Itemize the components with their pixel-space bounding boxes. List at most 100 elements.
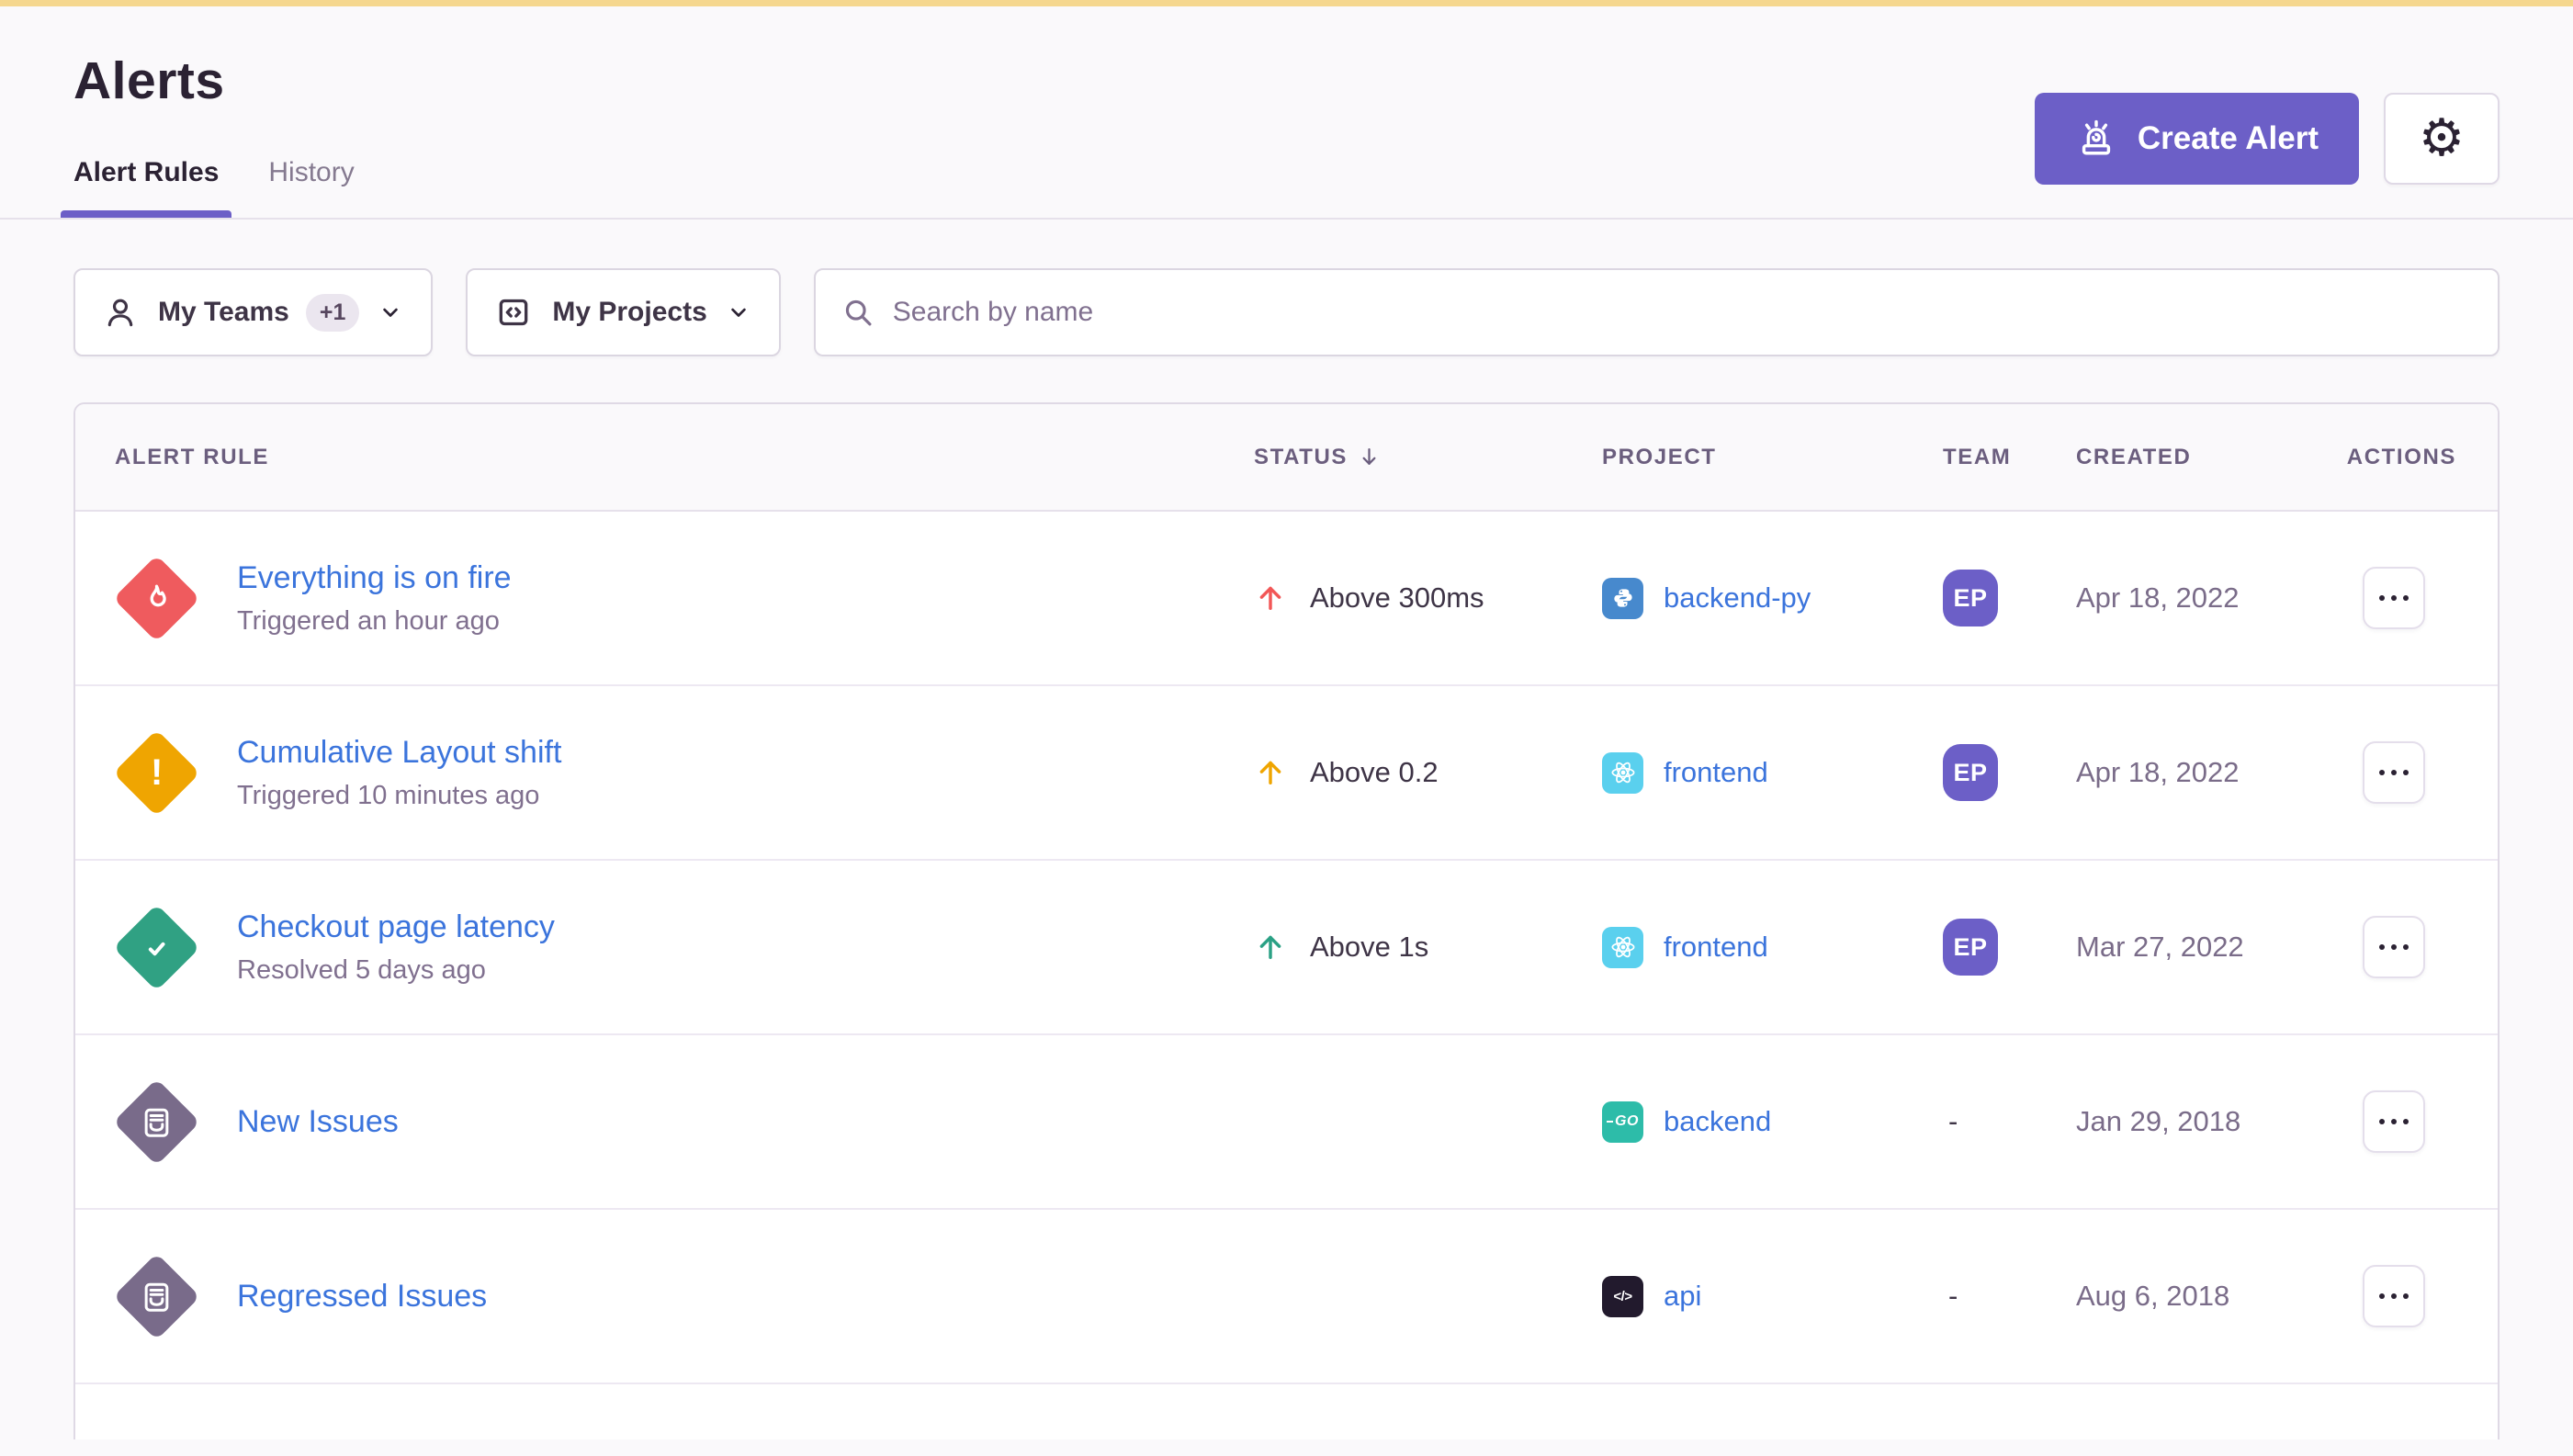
alert-rule-cell: Regressed Issues	[75, 1252, 1254, 1340]
actions-cell	[2340, 1090, 2498, 1153]
project-link[interactable]: frontend	[1664, 756, 1768, 788]
alert-rule-subtitle: Resolved 5 days ago	[237, 954, 486, 985]
react-icon	[1602, 751, 1643, 794]
top-accent-strip	[0, 0, 2573, 6]
created-cell: Jan 29, 2018	[2076, 1105, 2241, 1137]
row-actions-button[interactable]	[2363, 916, 2425, 978]
alert-rule-cell: Checkout page latency Resolved 5 days ag…	[75, 903, 1254, 991]
alert-rule-link[interactable]: Checkout page latency	[237, 909, 555, 944]
alerts-page: Alerts Create Alert ⚙ Alert Rules Histor…	[0, 51, 2573, 1439]
project-link[interactable]: backend	[1664, 1105, 1772, 1137]
team-avatar[interactable]: EP	[1943, 570, 1998, 626]
issues-alert-icon	[112, 1078, 200, 1166]
table-row: Checkout page latency Resolved 5 days ag…	[75, 861, 2498, 1035]
project-cell: backend-py	[1602, 577, 1943, 619]
react-icon	[1602, 926, 1643, 968]
my-projects-label: My Projects	[552, 297, 707, 327]
tab-history[interactable]: History	[268, 157, 354, 218]
resolved-alert-icon	[112, 903, 200, 991]
column-header-status[interactable]: STATUS	[1254, 445, 1602, 470]
column-header-created: CREATED	[2076, 444, 2192, 469]
table-row: ! Cumulative Layout shift Triggered 10 m…	[75, 686, 2498, 861]
tab-alert-rules[interactable]: Alert Rules	[61, 157, 232, 218]
settings-button[interactable]: ⚙	[2384, 93, 2500, 185]
actions-cell	[2340, 567, 2498, 629]
project-icon	[495, 294, 532, 331]
tab-alert-rules-label: Alert Rules	[73, 157, 220, 187]
code-icon: </>	[1602, 1275, 1643, 1317]
status-text: Above 0.2	[1310, 756, 1439, 788]
go-icon: GO	[1602, 1100, 1643, 1143]
project-link[interactable]: frontend	[1664, 931, 1768, 963]
row-actions-button[interactable]	[2363, 567, 2425, 629]
status-header-label: STATUS	[1254, 444, 1349, 469]
team-cell: EP	[1943, 919, 2076, 976]
team-cell: EP	[1943, 744, 2076, 801]
warning-alert-icon: !	[112, 728, 200, 817]
team-avatar[interactable]: EP	[1943, 744, 1998, 801]
user-icon	[103, 295, 138, 330]
teams-count-badge: +1	[305, 293, 360, 332]
alert-rule-cell: Everything is on fire Triggered an hour …	[75, 554, 1254, 642]
issues-icon	[144, 1107, 168, 1136]
team-none: -	[1948, 1280, 1958, 1312]
tab-bar: Alert Rules History	[61, 157, 2500, 218]
siren-icon	[2075, 118, 2117, 160]
chevron-down-icon	[726, 299, 751, 325]
search-box	[813, 268, 2500, 356]
my-teams-label: My Teams	[158, 297, 289, 327]
table-row: Regressed Issues </> api - Aug 6, 2018	[75, 1210, 2498, 1384]
alert-rule-link[interactable]: Regressed Issues	[237, 1278, 488, 1314]
alert-rules-table: ALERT RULE STATUS PROJECT TEAM CREATED A…	[73, 402, 2500, 1439]
project-cell: frontend	[1602, 751, 1943, 794]
critical-alert-icon	[112, 554, 200, 642]
created-cell: Mar 27, 2022	[2076, 931, 2244, 963]
table-row: Everything is on fire Triggered an hour …	[75, 512, 2498, 686]
project-cell: </> api	[1602, 1275, 1943, 1317]
row-actions-button[interactable]	[2363, 1265, 2425, 1327]
column-header-team: TEAM	[1943, 444, 2012, 469]
actions-cell	[2340, 1265, 2498, 1327]
actions-cell	[2340, 741, 2498, 804]
alert-rule-link[interactable]: Cumulative Layout shift	[237, 734, 562, 770]
tab-history-label: History	[268, 157, 355, 187]
alert-rule-link[interactable]: Everything is on fire	[237, 559, 512, 595]
status-text: Above 300ms	[1310, 581, 1484, 614]
project-link[interactable]: backend-py	[1664, 581, 1811, 614]
row-actions-button[interactable]	[2363, 741, 2425, 804]
my-teams-filter[interactable]: My Teams +1	[73, 268, 434, 356]
alert-rule-subtitle: Triggered 10 minutes ago	[237, 780, 540, 810]
search-input[interactable]	[892, 297, 2472, 328]
sort-descending-icon	[1357, 445, 1382, 469]
status-cell: Above 300ms	[1254, 581, 1602, 615]
status-cell: Above 1s	[1254, 931, 1602, 964]
filter-bar: My Teams +1 My Projects	[73, 268, 2500, 356]
fire-icon	[150, 583, 166, 606]
my-projects-filter[interactable]: My Projects	[466, 268, 781, 356]
team-cell: -	[1943, 1280, 2076, 1313]
created-cell: Aug 6, 2018	[2076, 1280, 2230, 1312]
issues-alert-icon	[112, 1252, 200, 1340]
table-row	[75, 1384, 2498, 1439]
team-avatar[interactable]: EP	[1943, 919, 1998, 976]
project-cell: frontend	[1602, 926, 1943, 968]
create-alert-button[interactable]: Create Alert	[2034, 93, 2359, 185]
column-header-project: PROJECT	[1602, 444, 1717, 469]
check-icon	[148, 941, 164, 954]
team-cell: -	[1943, 1105, 2076, 1138]
created-cell: Apr 18, 2022	[2076, 756, 2240, 788]
row-actions-button[interactable]	[2363, 1090, 2425, 1153]
team-none: -	[1948, 1105, 1958, 1137]
table-row: New Issues GO backend - Jan 29, 2018	[75, 1035, 2498, 1210]
created-cell: Apr 18, 2022	[2076, 581, 2240, 614]
arrow-up-icon	[1254, 931, 1287, 964]
page-title: Alerts	[73, 51, 225, 110]
exclamation-icon: !	[150, 751, 163, 793]
alert-rule-cell: New Issues	[75, 1078, 1254, 1166]
actions-cell	[2340, 916, 2498, 978]
search-icon	[841, 296, 875, 329]
arrow-up-icon	[1254, 756, 1287, 789]
project-link[interactable]: api	[1664, 1280, 1702, 1312]
alert-rule-link[interactable]: New Issues	[237, 1103, 399, 1139]
header-actions: Create Alert ⚙	[2034, 93, 2500, 185]
